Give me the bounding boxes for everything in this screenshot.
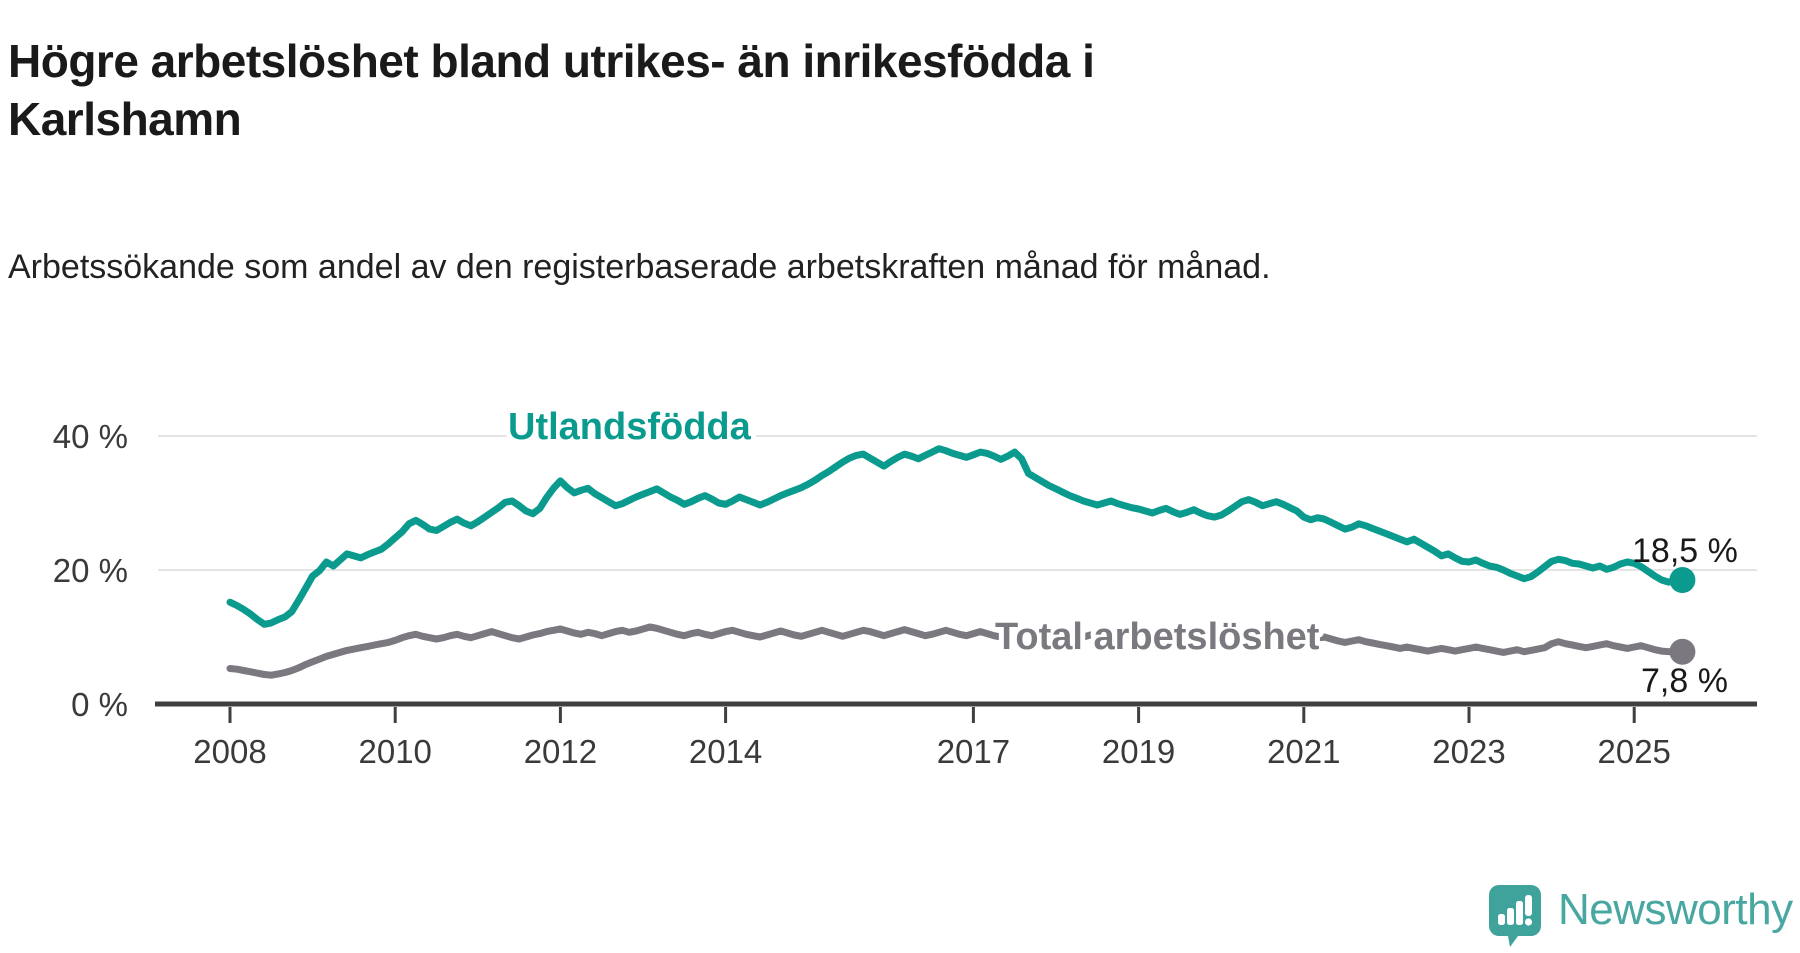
x-tick-label: 2025 <box>1597 733 1670 770</box>
x-tick-label: 2014 <box>689 733 762 770</box>
end-value-utlandsfodda: 18,5 % <box>1632 532 1738 570</box>
y-tick-label: 0 % <box>71 686 128 723</box>
x-tick-label: 2023 <box>1432 733 1505 770</box>
y-tick-label: 40 % <box>53 418 128 455</box>
x-tick-label: 2008 <box>193 733 266 770</box>
series-line-1 <box>226 623 1686 679</box>
x-axis-labels: 2008 2010 2012 2014 2017 2019 2021 2023 2025 <box>193 733 1671 770</box>
x-tick-label: 2010 <box>358 733 431 770</box>
series-label-total-arbetsloshet: Total arbetslöshet <box>995 616 1320 658</box>
bar-chart-glyph <box>1498 895 1533 926</box>
series-end-dot-1 <box>1669 638 1696 665</box>
newsworthy-logo: Newsworthy <box>1488 884 1793 948</box>
x-tick-label: 2017 <box>937 733 1010 770</box>
newsworthy-logo-icon <box>1488 884 1542 948</box>
x-tick-label: 2021 <box>1267 733 1340 770</box>
series-label-utlandsfodda: Utlandsfödda <box>508 406 752 448</box>
x-tick-label: 2019 <box>1102 733 1175 770</box>
series-line-0 <box>226 445 1686 628</box>
series-end-dot-0 <box>1669 567 1696 593</box>
newsworthy-brand-text: Newsworthy <box>1558 885 1793 934</box>
chart-subtitle: Arbetssökande som andel av den registerb… <box>8 248 1271 286</box>
page-title: Högre arbetslöshet bland utrikes- än inr… <box>8 34 1095 145</box>
y-tick-label: 20 % <box>53 552 128 589</box>
x-tick-label: 2012 <box>524 733 597 770</box>
y-axis-labels: 0 % 20 % 40 % <box>53 418 128 723</box>
end-value-total-arbetsloshet: 7,8 % <box>1641 662 1728 700</box>
gridlines <box>158 435 1757 571</box>
line-chart: 0 % 20 % 40 % 2008 2010 2012 2014 2017 2019 2021… <box>52 406 1757 770</box>
series-lines <box>226 445 1696 679</box>
x-axis <box>155 701 1757 723</box>
